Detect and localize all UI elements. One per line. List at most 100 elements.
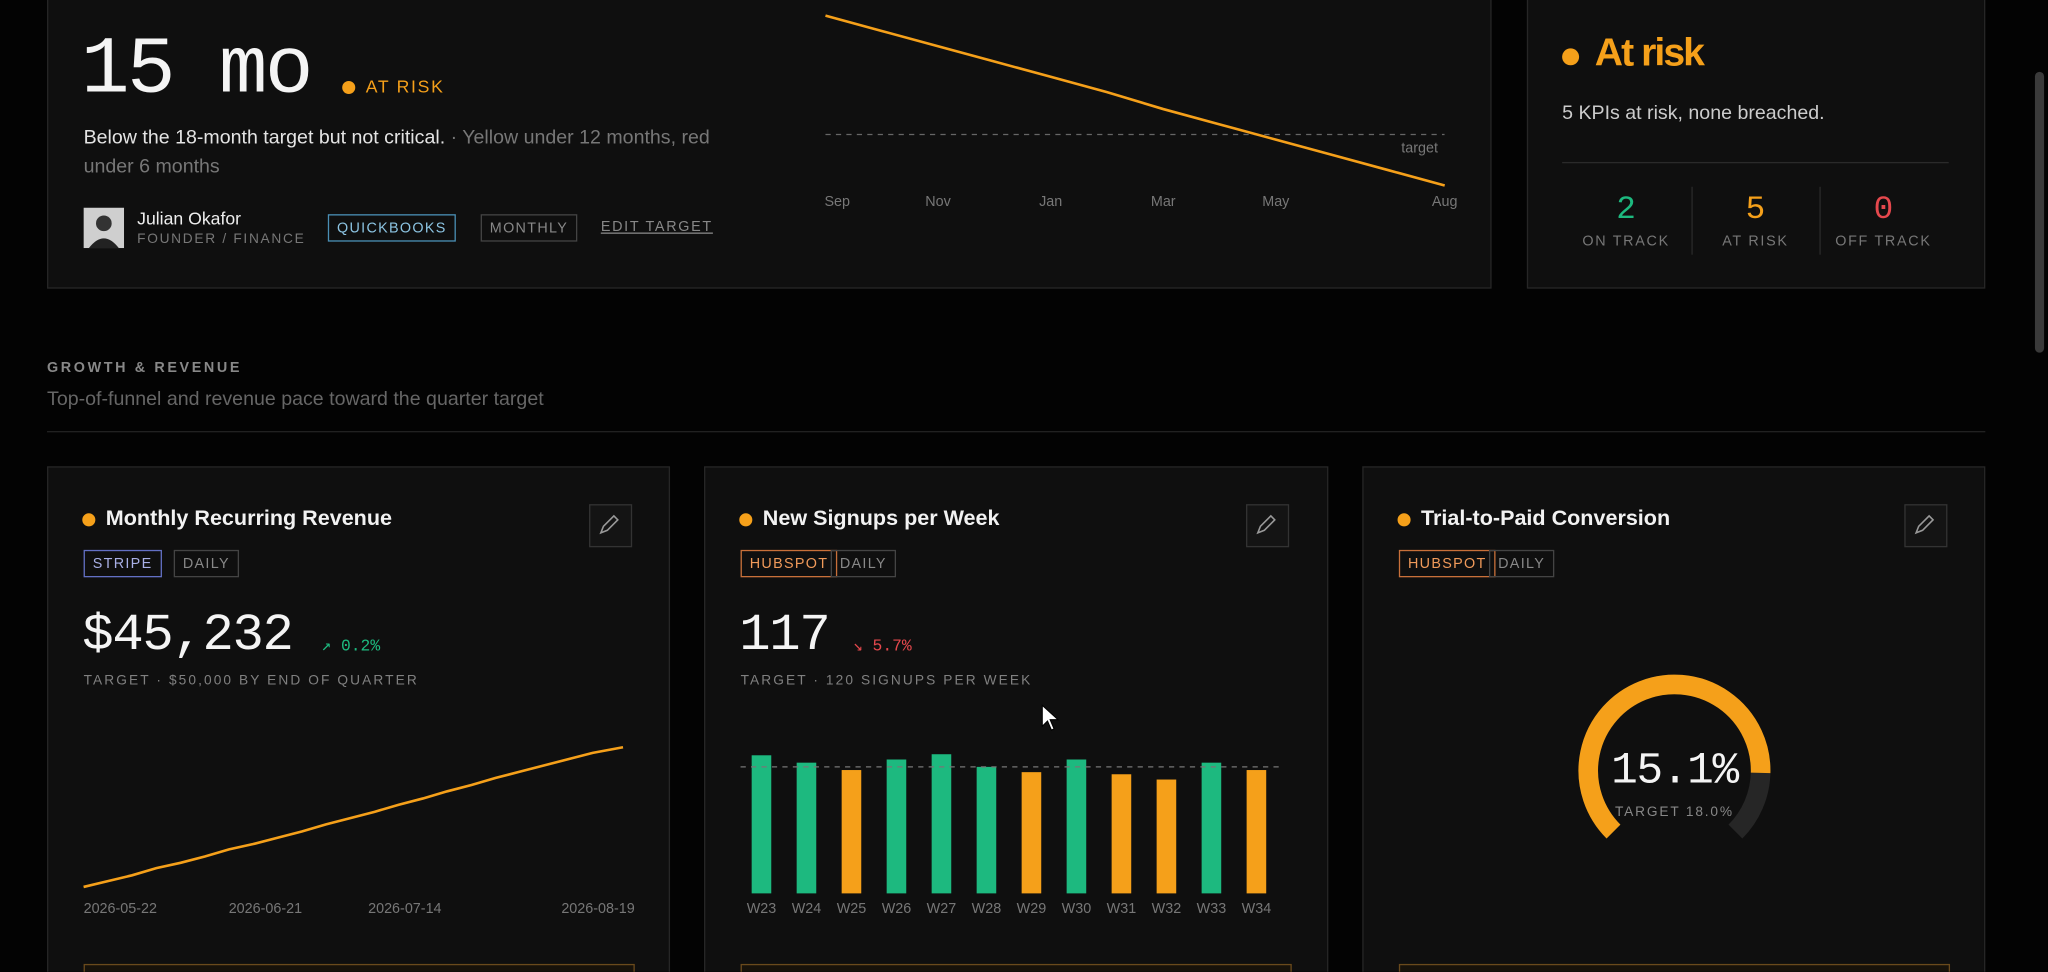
x-tick-label: W34 xyxy=(1242,901,1272,917)
change-value: 0.2% xyxy=(340,637,381,656)
x-tick-label: W33 xyxy=(1197,901,1227,917)
x-tick-label: W28 xyxy=(972,901,1002,917)
divider xyxy=(1562,161,1949,164)
pencil-icon xyxy=(1914,514,1935,535)
card-footer xyxy=(83,963,635,972)
x-tick-label: W27 xyxy=(927,901,957,917)
bar xyxy=(796,762,817,894)
pencil-icon xyxy=(599,514,619,535)
overall-summary: 5 KPIs at risk, none breached. xyxy=(1562,101,1825,125)
divider xyxy=(1819,186,1821,255)
x-tick-label: W24 xyxy=(792,901,822,917)
change-arrow: ↗ xyxy=(321,637,341,656)
bar xyxy=(931,754,952,894)
kpi-title: Monthly Recurring Revenue xyxy=(105,506,392,531)
scrollbar[interactable] xyxy=(2034,71,2045,353)
frequency-tag[interactable]: DAILY xyxy=(830,549,896,578)
x-tick-label: 2026-05-22 xyxy=(84,901,157,917)
count-label: ON TRACK xyxy=(1582,233,1670,250)
kpi-value: $45,232 xyxy=(82,607,294,667)
x-tick-label: 2026-06-21 xyxy=(229,901,302,917)
x-tick-label: Aug xyxy=(1432,194,1458,210)
x-tick-label: Nov xyxy=(925,194,951,210)
source-tag[interactable]: STRIPE xyxy=(83,549,162,578)
note: · Yellow under 12 months, red under 6 mo… xyxy=(83,126,710,178)
avatar xyxy=(83,207,125,249)
change-value: 5.7% xyxy=(872,637,912,656)
bar xyxy=(751,755,772,894)
divider xyxy=(47,431,1986,433)
kpi-change: ↗ 0.2% xyxy=(321,635,381,656)
x-tick-label: Sep xyxy=(824,194,850,210)
x-tick-label: W32 xyxy=(1152,901,1182,917)
count-at-risk: 5 xyxy=(1745,190,1766,229)
kpi-title: New Signups per Week xyxy=(762,506,1000,531)
change-arrow: ↘ xyxy=(852,637,873,656)
status-dot xyxy=(82,513,96,527)
gauge-label: 15.1% xyxy=(1611,746,1739,796)
runway-status: AT RISK xyxy=(365,77,445,97)
count-on-track: 2 xyxy=(1616,190,1636,229)
owner-role: FOUNDER / FINANCE xyxy=(137,231,306,247)
card-footer xyxy=(740,963,1292,972)
bar xyxy=(1066,759,1087,894)
count-off-track: 0 xyxy=(1873,190,1894,229)
bar xyxy=(1111,774,1132,894)
bar xyxy=(1246,770,1267,894)
runway-line xyxy=(825,14,1446,187)
status-card xyxy=(1526,0,1986,289)
mrr-line xyxy=(83,745,624,889)
x-tick-label: W26 xyxy=(882,901,912,917)
kpi-target: TARGET · $50,000 BY END OF QUARTER xyxy=(83,672,419,689)
x-tick-label: W31 xyxy=(1107,901,1137,917)
section-subtitle: Top-of-funnel and revenue pace toward th… xyxy=(47,387,544,411)
x-tick-label: 2026-07-14 xyxy=(368,901,441,917)
bar xyxy=(841,770,862,894)
owner-name: Julian Okafor xyxy=(137,208,242,229)
runway-description: Below the 18-month target but not critic… xyxy=(84,124,724,181)
edit-button[interactable] xyxy=(1246,504,1290,548)
pencil-icon xyxy=(1256,514,1276,535)
edit-target-link[interactable]: EDIT TARGET xyxy=(600,219,713,236)
kpi-value: 117 xyxy=(739,607,830,667)
edit-button[interactable] xyxy=(589,504,633,548)
bar xyxy=(1021,772,1042,894)
kpi-change: ↘ 5.7% xyxy=(852,635,912,656)
bar xyxy=(1201,762,1222,894)
x-tick-label: Jan xyxy=(1039,194,1062,210)
target-label: target xyxy=(1401,141,1438,157)
bar xyxy=(976,766,997,894)
x-tick-label: Mar xyxy=(1151,194,1176,210)
edit-button[interactable] xyxy=(1904,504,1948,548)
bar xyxy=(1156,779,1177,894)
status-dot xyxy=(1562,48,1580,66)
frequency-tag[interactable]: DAILY xyxy=(1488,549,1555,578)
status-dot xyxy=(1397,513,1411,527)
cursor xyxy=(1041,704,1060,731)
x-tick-label: W29 xyxy=(1017,901,1047,917)
count-label: AT RISK xyxy=(1722,233,1789,250)
x-tick-label: W30 xyxy=(1062,901,1092,917)
bar xyxy=(886,759,907,894)
source-tag[interactable]: HUBSPOT xyxy=(1398,549,1496,578)
x-tick-label: 2026-08-19 xyxy=(561,901,634,917)
card-footer xyxy=(1398,963,1951,972)
section-title: GROWTH & REVENUE xyxy=(47,360,243,377)
frequency-tag[interactable]: DAILY xyxy=(173,549,239,578)
source-tag[interactable]: QUICKBOOKS xyxy=(327,214,456,242)
status-dot xyxy=(739,513,753,527)
gauge-target: TARGET 18.0% xyxy=(1615,804,1734,819)
description: Below the 18-month target but not critic… xyxy=(83,126,446,149)
kpi-title: Trial-to-Paid Conversion xyxy=(1421,506,1671,531)
frequency-tag[interactable]: MONTHLY xyxy=(480,214,578,242)
divider xyxy=(1691,186,1693,255)
x-tick-label: W23 xyxy=(747,901,777,917)
overall-status: At risk xyxy=(1594,31,1705,75)
x-tick-label: W25 xyxy=(837,901,867,917)
source-tag[interactable]: HUBSPOT xyxy=(740,549,838,578)
gauge-value xyxy=(1578,674,1771,839)
x-tick-label: May xyxy=(1262,194,1290,210)
kpi-target: TARGET · 120 SIGNUPS PER WEEK xyxy=(740,672,1033,689)
